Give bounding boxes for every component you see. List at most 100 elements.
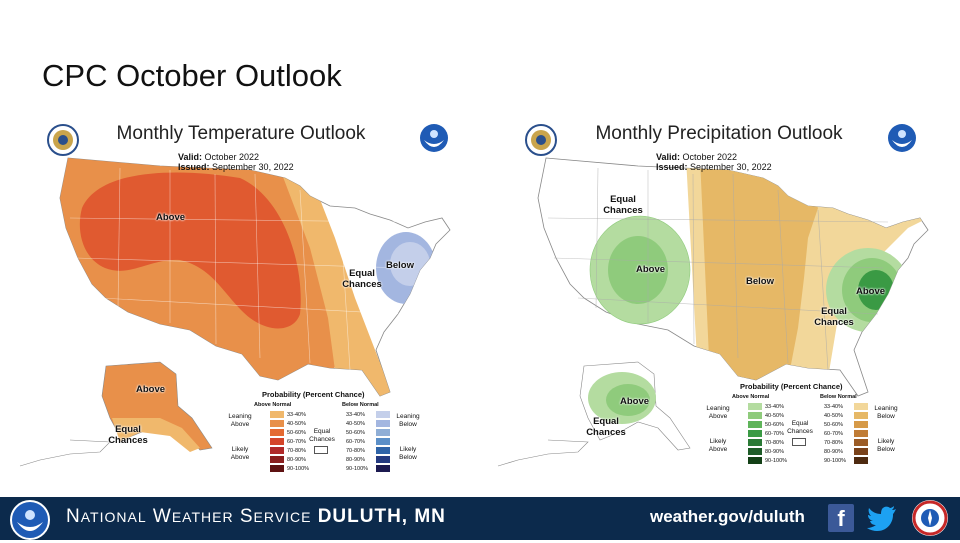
legend-swatch-below	[376, 411, 390, 418]
doc-seal-icon	[47, 124, 79, 156]
legend-swatch-below	[854, 412, 868, 419]
legend-swatch-above	[748, 412, 762, 419]
legend-swatch-below	[376, 420, 390, 427]
region-label-above-east: Above	[856, 286, 886, 297]
legend-title: Probability (Percent Chance)	[262, 390, 365, 399]
legend-swatch-below	[376, 438, 390, 445]
precipitation-legend: Probability (Percent Chance) Above Norma…	[702, 380, 902, 476]
legend-swatch-below	[376, 465, 390, 472]
legend-leaning-below: Leaning Below	[396, 413, 420, 428]
precipitation-valid-line: Valid: October 2022	[656, 152, 738, 162]
legend-title: Probability (Percent Chance)	[740, 382, 843, 391]
legend-swatch-below	[854, 439, 868, 446]
twitter-icon[interactable]	[866, 503, 898, 533]
legend-swatch-below	[376, 447, 390, 454]
legend-range-label: 50-60%	[287, 430, 306, 436]
doc-seal-icon	[525, 124, 557, 156]
legend-right-header: Below Normal	[342, 402, 379, 408]
legend-range-label: 70-80%	[287, 448, 306, 454]
legend-swatch-below	[376, 429, 390, 436]
legend-range-label: 40-50%	[765, 413, 784, 419]
legend-range-label: 33-40%	[346, 412, 365, 418]
legend-leaning-above: Leaning Above	[706, 405, 730, 420]
legend-range-label: 50-60%	[824, 422, 843, 428]
legend-range-label: 60-70%	[346, 439, 365, 445]
region-label-equal-chances-west: Equal Chances	[603, 194, 643, 216]
legend-range-label: 80-90%	[765, 449, 784, 455]
noaa-logo-icon	[10, 500, 50, 540]
noaa-logo-icon	[888, 124, 916, 152]
region-label-above-west: Above	[636, 264, 666, 275]
temperature-map-title: Monthly Temperature Outlook	[116, 123, 366, 144]
legend-range-label: 90-100%	[765, 458, 788, 464]
alaska-label-above: Above	[620, 396, 650, 407]
precipitation-map-graphic	[497, 157, 929, 467]
temperature-legend: Probability (Percent Chance) Above Norma…	[224, 388, 424, 484]
nws-office-name: NATIONAL WEATHER SERVICE DULUTH, MN	[66, 506, 446, 527]
legend-likely-above: Likely Above	[708, 438, 728, 453]
legend-swatch-below	[376, 456, 390, 463]
legend-swatch-above	[748, 430, 762, 437]
precipitation-issued-line: Issued: September 30, 2022	[656, 162, 772, 172]
nws-seal-icon	[912, 500, 948, 536]
alaska-label-equal-chances: Equal Chances	[586, 416, 626, 438]
legend-range-label: 40-50%	[287, 421, 306, 427]
legend-range-label: 40-50%	[346, 421, 365, 427]
legend-swatch-below	[854, 457, 868, 464]
legend-swatch-above	[748, 421, 762, 428]
legend-likely-below: Likely Below	[399, 446, 417, 461]
region-label-equal-chances-east: Equal Chances	[814, 306, 854, 328]
precipitation-map-title: Monthly Precipitation Outlook	[595, 123, 843, 144]
legend-leaning-below: Leaning Below	[874, 405, 898, 420]
region-label-above: Above	[156, 212, 186, 223]
legend-equal-swatch	[314, 446, 328, 454]
legend-swatch-above	[748, 403, 762, 410]
legend-likely-below: Likely Below	[877, 438, 895, 453]
legend-swatch-above	[748, 448, 762, 455]
legend-range-label: 80-90%	[287, 457, 306, 463]
temperature-outlook-map: Monthly Temperature Outlook Valid: Octob…	[10, 118, 472, 490]
office-website-link[interactable]: weather.gov/duluth	[650, 507, 805, 526]
legend-likely-above: Likely Above	[230, 446, 250, 461]
legend-range-label: 70-80%	[346, 448, 365, 454]
legend-range-label: 90-100%	[346, 466, 369, 472]
legend-range-label: 60-70%	[765, 431, 784, 437]
temperature-issued-line: Issued: September 30, 2022	[178, 162, 294, 172]
temperature-map-graphic	[19, 157, 451, 467]
legend-swatch-above	[270, 438, 284, 445]
legend-left-header: Above Normal	[254, 402, 292, 408]
legend-swatch-below	[854, 448, 868, 455]
noaa-logo-icon	[420, 124, 448, 152]
legend-swatch-above	[270, 420, 284, 427]
alaska-label-equal-chances: Equal Chances	[108, 424, 148, 446]
legend-range-label: 33-40%	[824, 404, 843, 410]
legend-range-label: 60-70%	[287, 439, 306, 445]
alaska-label-above: Above	[136, 384, 166, 395]
legend-leaning-above: Leaning Above	[228, 413, 252, 428]
legend-equal-chances: Equal Chances	[309, 428, 335, 443]
legend-range-label: 50-60%	[765, 422, 784, 428]
legend-swatch-below	[854, 403, 868, 410]
legend-range-label: 33-40%	[765, 404, 784, 410]
legend-swatch-below	[854, 421, 868, 428]
region-label-equal-chances: Equal Chances	[342, 268, 382, 290]
legend-equal-swatch	[792, 438, 806, 446]
legend-range-label: 80-90%	[346, 457, 365, 463]
legend-equal-chances: Equal Chances	[787, 420, 813, 435]
legend-swatch-below	[854, 430, 868, 437]
legend-range-label: 60-70%	[824, 431, 843, 437]
legend-swatch-above	[270, 456, 284, 463]
temperature-valid-line: Valid: October 2022	[178, 152, 260, 162]
legend-swatch-above	[748, 439, 762, 446]
legend-left-header: Above Normal	[732, 394, 770, 400]
legend-swatch-above	[270, 465, 284, 472]
legend-swatch-above	[270, 429, 284, 436]
facebook-icon[interactable]: f	[828, 504, 854, 532]
nws-footer-bar: NATIONAL WEATHER SERVICE DULUTH, MN weat…	[0, 497, 960, 540]
legend-range-label: 80-90%	[824, 449, 843, 455]
legend-swatch-above	[270, 447, 284, 454]
legend-right-header: Below Normal	[820, 394, 857, 400]
slide-title: CPC October Outlook	[42, 58, 342, 93]
precipitation-outlook-map: Monthly Precipitation Outlook Valid: Oct…	[488, 118, 950, 490]
legend-swatch-above	[270, 411, 284, 418]
